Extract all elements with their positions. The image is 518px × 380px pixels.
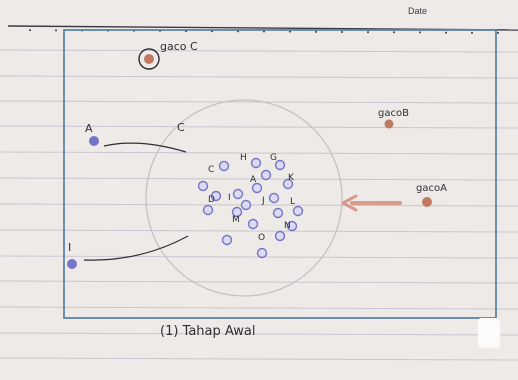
ruled-lines [0,49,518,361]
cluster-ball [251,182,263,194]
cluster-label: O [258,233,265,243]
top-line-dot [471,31,473,34]
cluster-label: A [250,175,257,185]
top-line-dot [315,30,317,33]
ruled-line [0,151,518,155]
cluster-ball [221,234,233,246]
cluster-ball [197,180,209,192]
ruled-line [0,229,518,233]
top-line-dot [289,30,291,33]
cluster-ball [282,178,294,190]
large-boundary-circle [145,99,343,297]
cluster-label: J [261,196,265,206]
ball-i [67,259,77,269]
cluster-ball [274,159,286,171]
cluster-ball [250,157,262,169]
ruled-line [0,177,518,181]
ball-i-label: I [68,241,71,254]
cluster-ball [256,247,268,259]
cluster-label: I [228,193,231,203]
cluster-ball [286,220,298,232]
blue-frame [63,29,497,319]
ball-a-label: A [85,122,93,135]
cluster-label: H [240,153,247,163]
cluster-ball [268,192,280,204]
date-label: Date [408,6,428,16]
ruled-line [0,125,518,129]
cluster-ball [240,199,252,211]
ruled-line [0,49,518,53]
ruled-line [0,332,518,336]
cluster-ball [202,204,214,216]
cluster-label: K [288,173,295,183]
ruled-line [0,203,518,207]
trajectory-a [103,142,187,153]
ball-cluster [197,157,304,259]
top-line-dot [367,31,369,34]
gaco-b-ball [384,119,394,129]
gaco-a-ball [422,197,432,207]
trajectory-i [83,235,189,261]
ruled-line [0,357,518,361]
white-tab-mark [478,318,500,348]
ball-a [89,136,99,146]
top-line-dot [29,29,31,32]
ruled-line [0,75,518,79]
cluster-ball [247,218,259,230]
gaco-b-label: gacoB [378,108,409,119]
top-line-dot [497,31,499,34]
ruled-line [0,306,518,310]
cluster-label: M [232,215,240,225]
top-line-dot [263,30,265,33]
top-line-dot [419,31,421,34]
caption: (1) Tahap Awal [160,324,255,339]
cluster-ball [231,206,243,218]
cluster-label: L [290,197,295,207]
cluster-ball [218,160,230,172]
cluster-label: C [208,165,214,175]
cluster-label: N [284,221,291,231]
cluster-label: G [270,153,277,163]
top-line-dot [55,29,57,32]
top-line-dot [341,30,343,33]
top-ball-label: gaco C [160,40,198,53]
top-ball-ring [138,48,160,70]
cluster-ball [272,207,284,219]
top-line-dot [445,31,447,34]
cluster-labels: C H G A K D I J L M O N [208,153,295,243]
ruled-line [0,100,518,104]
cluster-ball [260,169,272,181]
curve-c-label: C [177,121,185,134]
gaco-a-label: gacoA [416,183,447,194]
cluster-label: D [208,195,215,205]
ruled-line [0,280,518,284]
top-ball [144,54,154,64]
top-line-dot [393,31,395,34]
cluster-ball [210,190,222,202]
cluster-ball [274,230,286,242]
cluster-ball [232,188,244,200]
arrow-head [341,194,358,212]
cluster-ball [292,205,304,217]
